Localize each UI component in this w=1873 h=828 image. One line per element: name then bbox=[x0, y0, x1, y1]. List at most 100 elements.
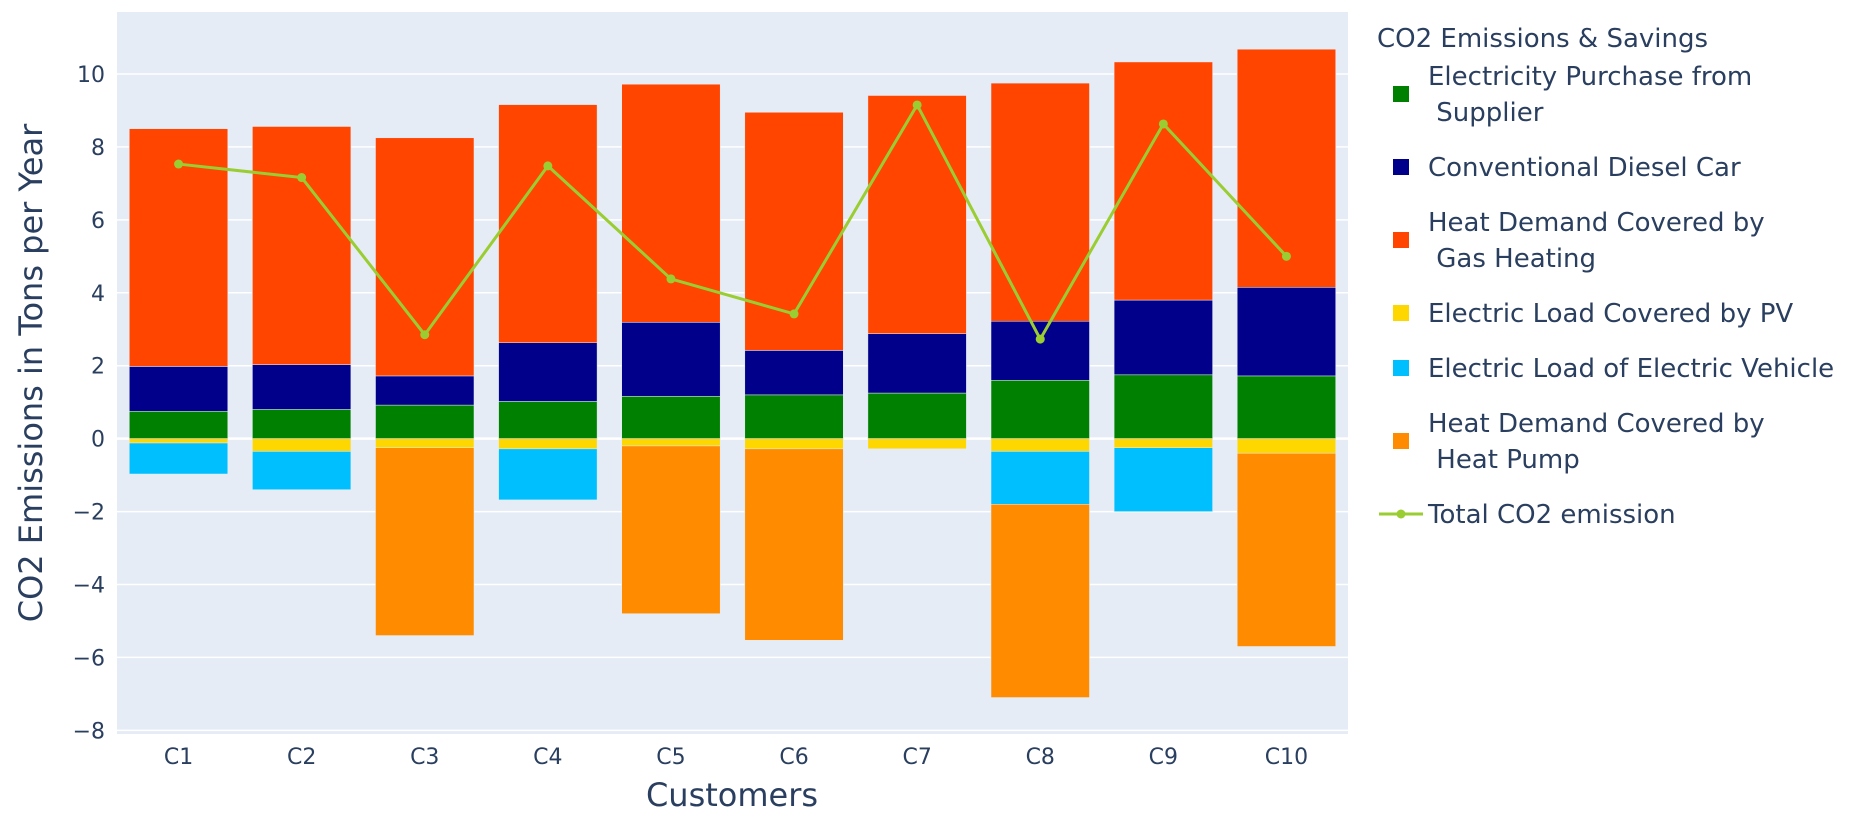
total-point bbox=[1281, 251, 1291, 261]
y-tick-label: 8 bbox=[91, 136, 105, 161]
bar-segment bbox=[1113, 374, 1213, 439]
legend-label: Total CO2 emission bbox=[1427, 500, 1676, 530]
total-point bbox=[297, 173, 307, 183]
x-tick-label: C5 bbox=[656, 745, 685, 770]
legend-swatch bbox=[1393, 159, 1409, 175]
total-point bbox=[420, 330, 430, 340]
bar-segment bbox=[990, 82, 1090, 322]
bar-segment bbox=[252, 438, 352, 452]
bar-segment bbox=[990, 451, 1090, 505]
y-tick-label: −8 bbox=[73, 719, 105, 744]
bar-segment bbox=[990, 380, 1090, 439]
bar-segment bbox=[252, 364, 352, 410]
bar-segment bbox=[1236, 48, 1336, 288]
x-tick-label: C6 bbox=[779, 745, 808, 770]
legend-label: Heat Demand Covered by Heat Pump bbox=[1428, 409, 1765, 475]
total-line bbox=[174, 100, 1291, 344]
total-point bbox=[666, 274, 676, 284]
bar-segment bbox=[621, 438, 721, 447]
bar-segment bbox=[375, 447, 475, 636]
bar-segment bbox=[867, 333, 967, 394]
bar-segment bbox=[129, 411, 229, 439]
bar-segment bbox=[1236, 452, 1336, 647]
bar-segment bbox=[1236, 438, 1336, 454]
x-tick-label: C9 bbox=[1149, 745, 1178, 770]
bar-segment bbox=[252, 451, 352, 490]
legend-line-marker bbox=[1396, 509, 1406, 519]
legend-swatch bbox=[1393, 433, 1409, 449]
bar-segment bbox=[129, 442, 229, 475]
x-tick-label: C10 bbox=[1265, 745, 1308, 770]
y-tick-label: −6 bbox=[73, 646, 105, 671]
legend-label: Electric Load Covered by PV bbox=[1428, 299, 1793, 329]
bar-segment bbox=[375, 375, 475, 406]
total-point bbox=[1158, 119, 1168, 129]
bar-segment bbox=[744, 350, 844, 396]
x-tick-label: C4 bbox=[533, 745, 562, 770]
y-tick-label: 10 bbox=[77, 63, 105, 88]
total-line-path bbox=[178, 101, 1288, 343]
bar-segment bbox=[990, 504, 1090, 698]
x-tick-label: C1 bbox=[164, 745, 193, 770]
x-tick-label: C7 bbox=[902, 745, 931, 770]
x-tick-label: C2 bbox=[287, 745, 316, 770]
y-tick-label: 6 bbox=[91, 209, 105, 234]
bar-segment bbox=[498, 401, 598, 439]
y-tick-label: 0 bbox=[91, 428, 105, 453]
y-tick-label: −2 bbox=[73, 501, 105, 526]
legend-label: Electric Load of Electric Vehicle bbox=[1428, 354, 1834, 384]
x-axis-title: Customers bbox=[646, 776, 818, 814]
bar-segment bbox=[744, 448, 844, 641]
bar-segment bbox=[867, 95, 967, 334]
bar-segment bbox=[621, 396, 721, 439]
x-tick-label: C8 bbox=[1026, 745, 1055, 770]
bar-segment bbox=[1113, 61, 1213, 301]
legend-swatch bbox=[1393, 305, 1409, 321]
legend-label: Conventional Diesel Car bbox=[1428, 153, 1741, 183]
x-tick-label: C3 bbox=[410, 745, 439, 770]
bar-segment bbox=[375, 438, 475, 449]
bar-segment bbox=[867, 392, 967, 439]
total-point bbox=[912, 100, 922, 110]
legend-title: CO2 Emissions & Savings bbox=[1377, 24, 1708, 54]
bar-segment bbox=[498, 342, 598, 402]
legend-label: Electricity Purchase from Supplier bbox=[1428, 62, 1752, 128]
bar-segment bbox=[744, 394, 844, 439]
total-point bbox=[789, 309, 799, 319]
legend-swatch bbox=[1393, 360, 1409, 376]
y-axis-title: CO2 Emissions in Tons per Year bbox=[12, 123, 50, 622]
total-point bbox=[174, 159, 184, 169]
y-tick-label: 2 bbox=[91, 355, 105, 380]
bar-segment bbox=[252, 409, 352, 439]
bar-segment bbox=[129, 438, 229, 444]
bar-segment bbox=[1113, 447, 1213, 512]
bar-segment bbox=[1113, 299, 1213, 376]
y-tick-label: −4 bbox=[73, 573, 105, 598]
bar-segment bbox=[252, 126, 352, 365]
y-tick-labels: −8 −6 −4 −2 0 2 4 6 8 10 bbox=[73, 63, 105, 744]
legend-swatch bbox=[1393, 232, 1409, 248]
bar-segment bbox=[621, 83, 721, 323]
bar-segment bbox=[129, 366, 229, 412]
bar-segment bbox=[990, 320, 1090, 381]
total-point bbox=[543, 161, 553, 171]
legend: CO2 Emissions & Savings Electricity Purc… bbox=[1377, 24, 1834, 530]
y-tick-label: 4 bbox=[91, 282, 105, 307]
bar-segment bbox=[621, 322, 721, 397]
bar-segment bbox=[744, 438, 844, 450]
bar-segment bbox=[1236, 375, 1336, 439]
bar-segment bbox=[990, 438, 1090, 452]
legend-label: Heat Demand Covered by Gas Heating bbox=[1428, 208, 1765, 274]
bar-segment bbox=[498, 104, 598, 343]
x-tick-labels: C1 C2 C3 C4 C5 C6 C7 C8 C9 C10 bbox=[164, 745, 1308, 770]
bar-segment bbox=[1236, 287, 1336, 377]
total-point bbox=[1035, 334, 1045, 344]
bar-segment bbox=[498, 438, 598, 450]
bar-segment bbox=[375, 404, 475, 439]
legend-swatch bbox=[1393, 86, 1409, 102]
bar-segment bbox=[621, 445, 721, 614]
bar-segment bbox=[375, 137, 475, 377]
bar-segment bbox=[867, 438, 967, 450]
bar-segment bbox=[498, 448, 598, 501]
